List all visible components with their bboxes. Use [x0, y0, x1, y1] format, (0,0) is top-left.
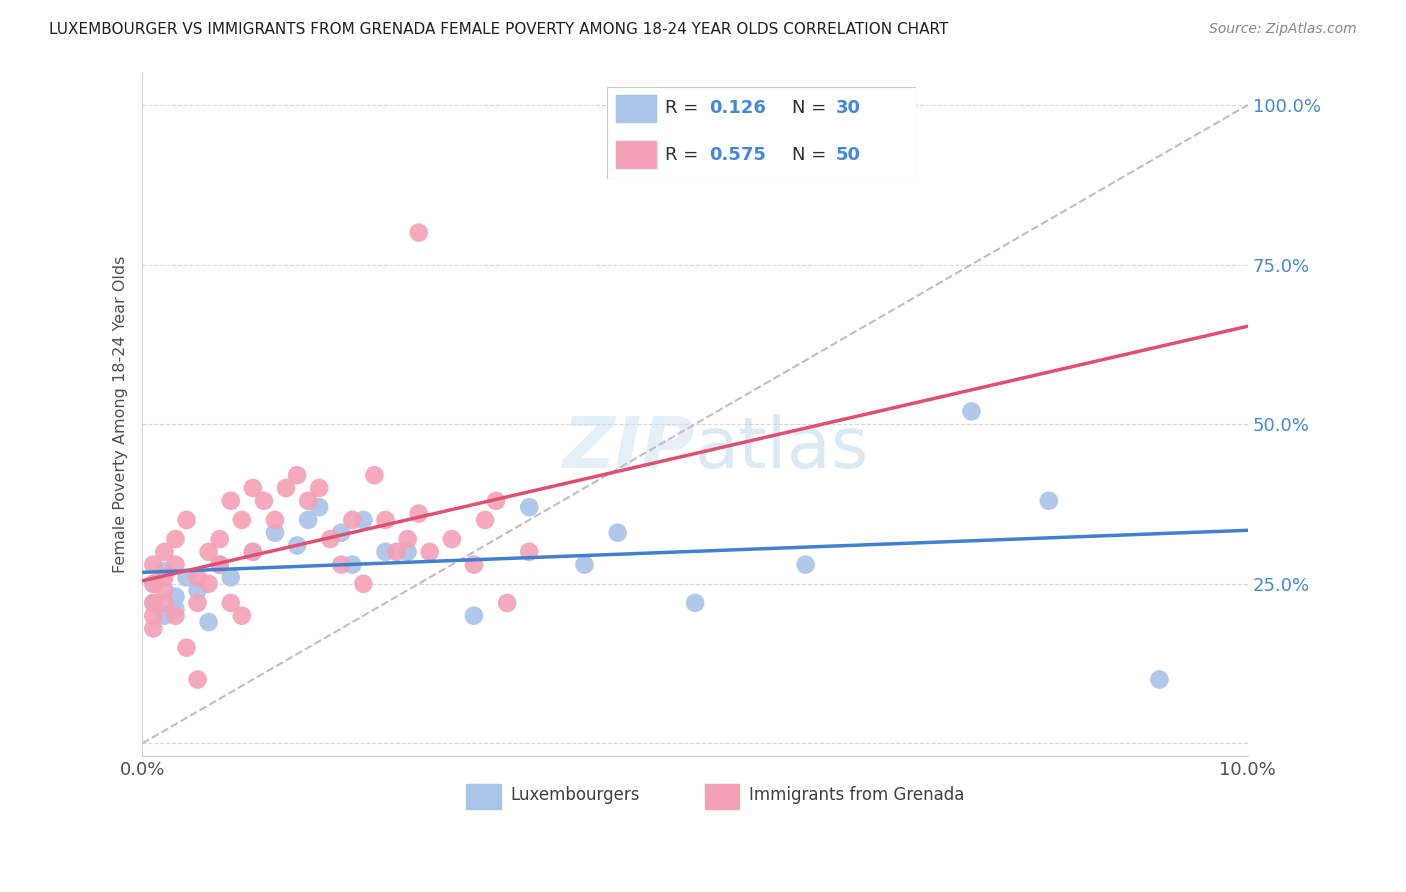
Point: [165, 590, 187, 604]
Point: [274, 481, 297, 495]
Point: [1149, 673, 1171, 687]
Point: [219, 596, 242, 610]
Point: [496, 596, 519, 610]
Point: [208, 558, 231, 572]
Point: [960, 404, 983, 418]
Point: [153, 583, 176, 598]
Point: [142, 576, 165, 591]
Point: [153, 545, 176, 559]
Point: [187, 570, 209, 584]
Point: [517, 545, 540, 559]
Point: [187, 596, 209, 610]
Point: [142, 622, 165, 636]
Point: [285, 539, 308, 553]
Point: [176, 570, 198, 584]
Text: Source: ZipAtlas.com: Source: ZipAtlas.com: [1209, 22, 1357, 37]
Point: [142, 596, 165, 610]
Point: [374, 545, 396, 559]
Point: [419, 545, 441, 559]
Point: [319, 532, 342, 546]
Point: [385, 545, 408, 559]
Point: [187, 583, 209, 598]
Point: [440, 532, 463, 546]
Point: [231, 513, 253, 527]
Point: [330, 525, 353, 540]
Point: [142, 596, 165, 610]
Point: [463, 558, 485, 572]
Point: [165, 608, 187, 623]
Point: [153, 608, 176, 623]
Text: atlas: atlas: [695, 414, 869, 483]
Text: LUXEMBOURGER VS IMMIGRANTS FROM GRENADA FEMALE POVERTY AMONG 18-24 YEAR OLDS COR: LUXEMBOURGER VS IMMIGRANTS FROM GRENADA …: [49, 22, 949, 37]
Point: [197, 615, 219, 629]
Point: [264, 513, 287, 527]
Point: [165, 532, 187, 546]
Point: [176, 513, 198, 527]
Point: [683, 596, 706, 610]
Point: [352, 513, 374, 527]
Point: [374, 513, 396, 527]
Point: [231, 608, 253, 623]
Point: [606, 525, 628, 540]
Point: [242, 481, 264, 495]
Y-axis label: Female Poverty Among 18-24 Year Olds: Female Poverty Among 18-24 Year Olds: [114, 256, 128, 574]
Point: [363, 468, 385, 483]
Point: [342, 513, 364, 527]
Point: [474, 513, 496, 527]
Point: [253, 493, 276, 508]
Point: [197, 576, 219, 591]
Point: [330, 558, 353, 572]
Point: [153, 570, 176, 584]
Point: [574, 558, 596, 572]
Text: ZIP: ZIP: [562, 414, 695, 483]
Point: [352, 576, 374, 591]
Point: [297, 513, 319, 527]
Point: [142, 558, 165, 572]
Point: [1038, 493, 1060, 508]
Point: [197, 545, 219, 559]
Point: [463, 608, 485, 623]
Point: [219, 570, 242, 584]
Point: [153, 564, 176, 578]
Point: [142, 576, 165, 591]
Point: [187, 673, 209, 687]
Point: [794, 558, 817, 572]
Point: [308, 481, 330, 495]
Point: [208, 532, 231, 546]
Point: [485, 493, 508, 508]
Point: [285, 468, 308, 483]
Point: [517, 500, 540, 515]
Point: [142, 608, 165, 623]
Point: [264, 525, 287, 540]
Point: [165, 602, 187, 616]
Point: [396, 545, 419, 559]
Point: [408, 226, 430, 240]
Point: [242, 545, 264, 559]
Point: [242, 545, 264, 559]
Point: [176, 640, 198, 655]
Point: [297, 493, 319, 508]
Point: [165, 558, 187, 572]
Point: [153, 596, 176, 610]
Point: [219, 493, 242, 508]
Point: [396, 532, 419, 546]
Point: [342, 558, 364, 572]
Point: [208, 558, 231, 572]
Point: [408, 507, 430, 521]
Point: [308, 500, 330, 515]
